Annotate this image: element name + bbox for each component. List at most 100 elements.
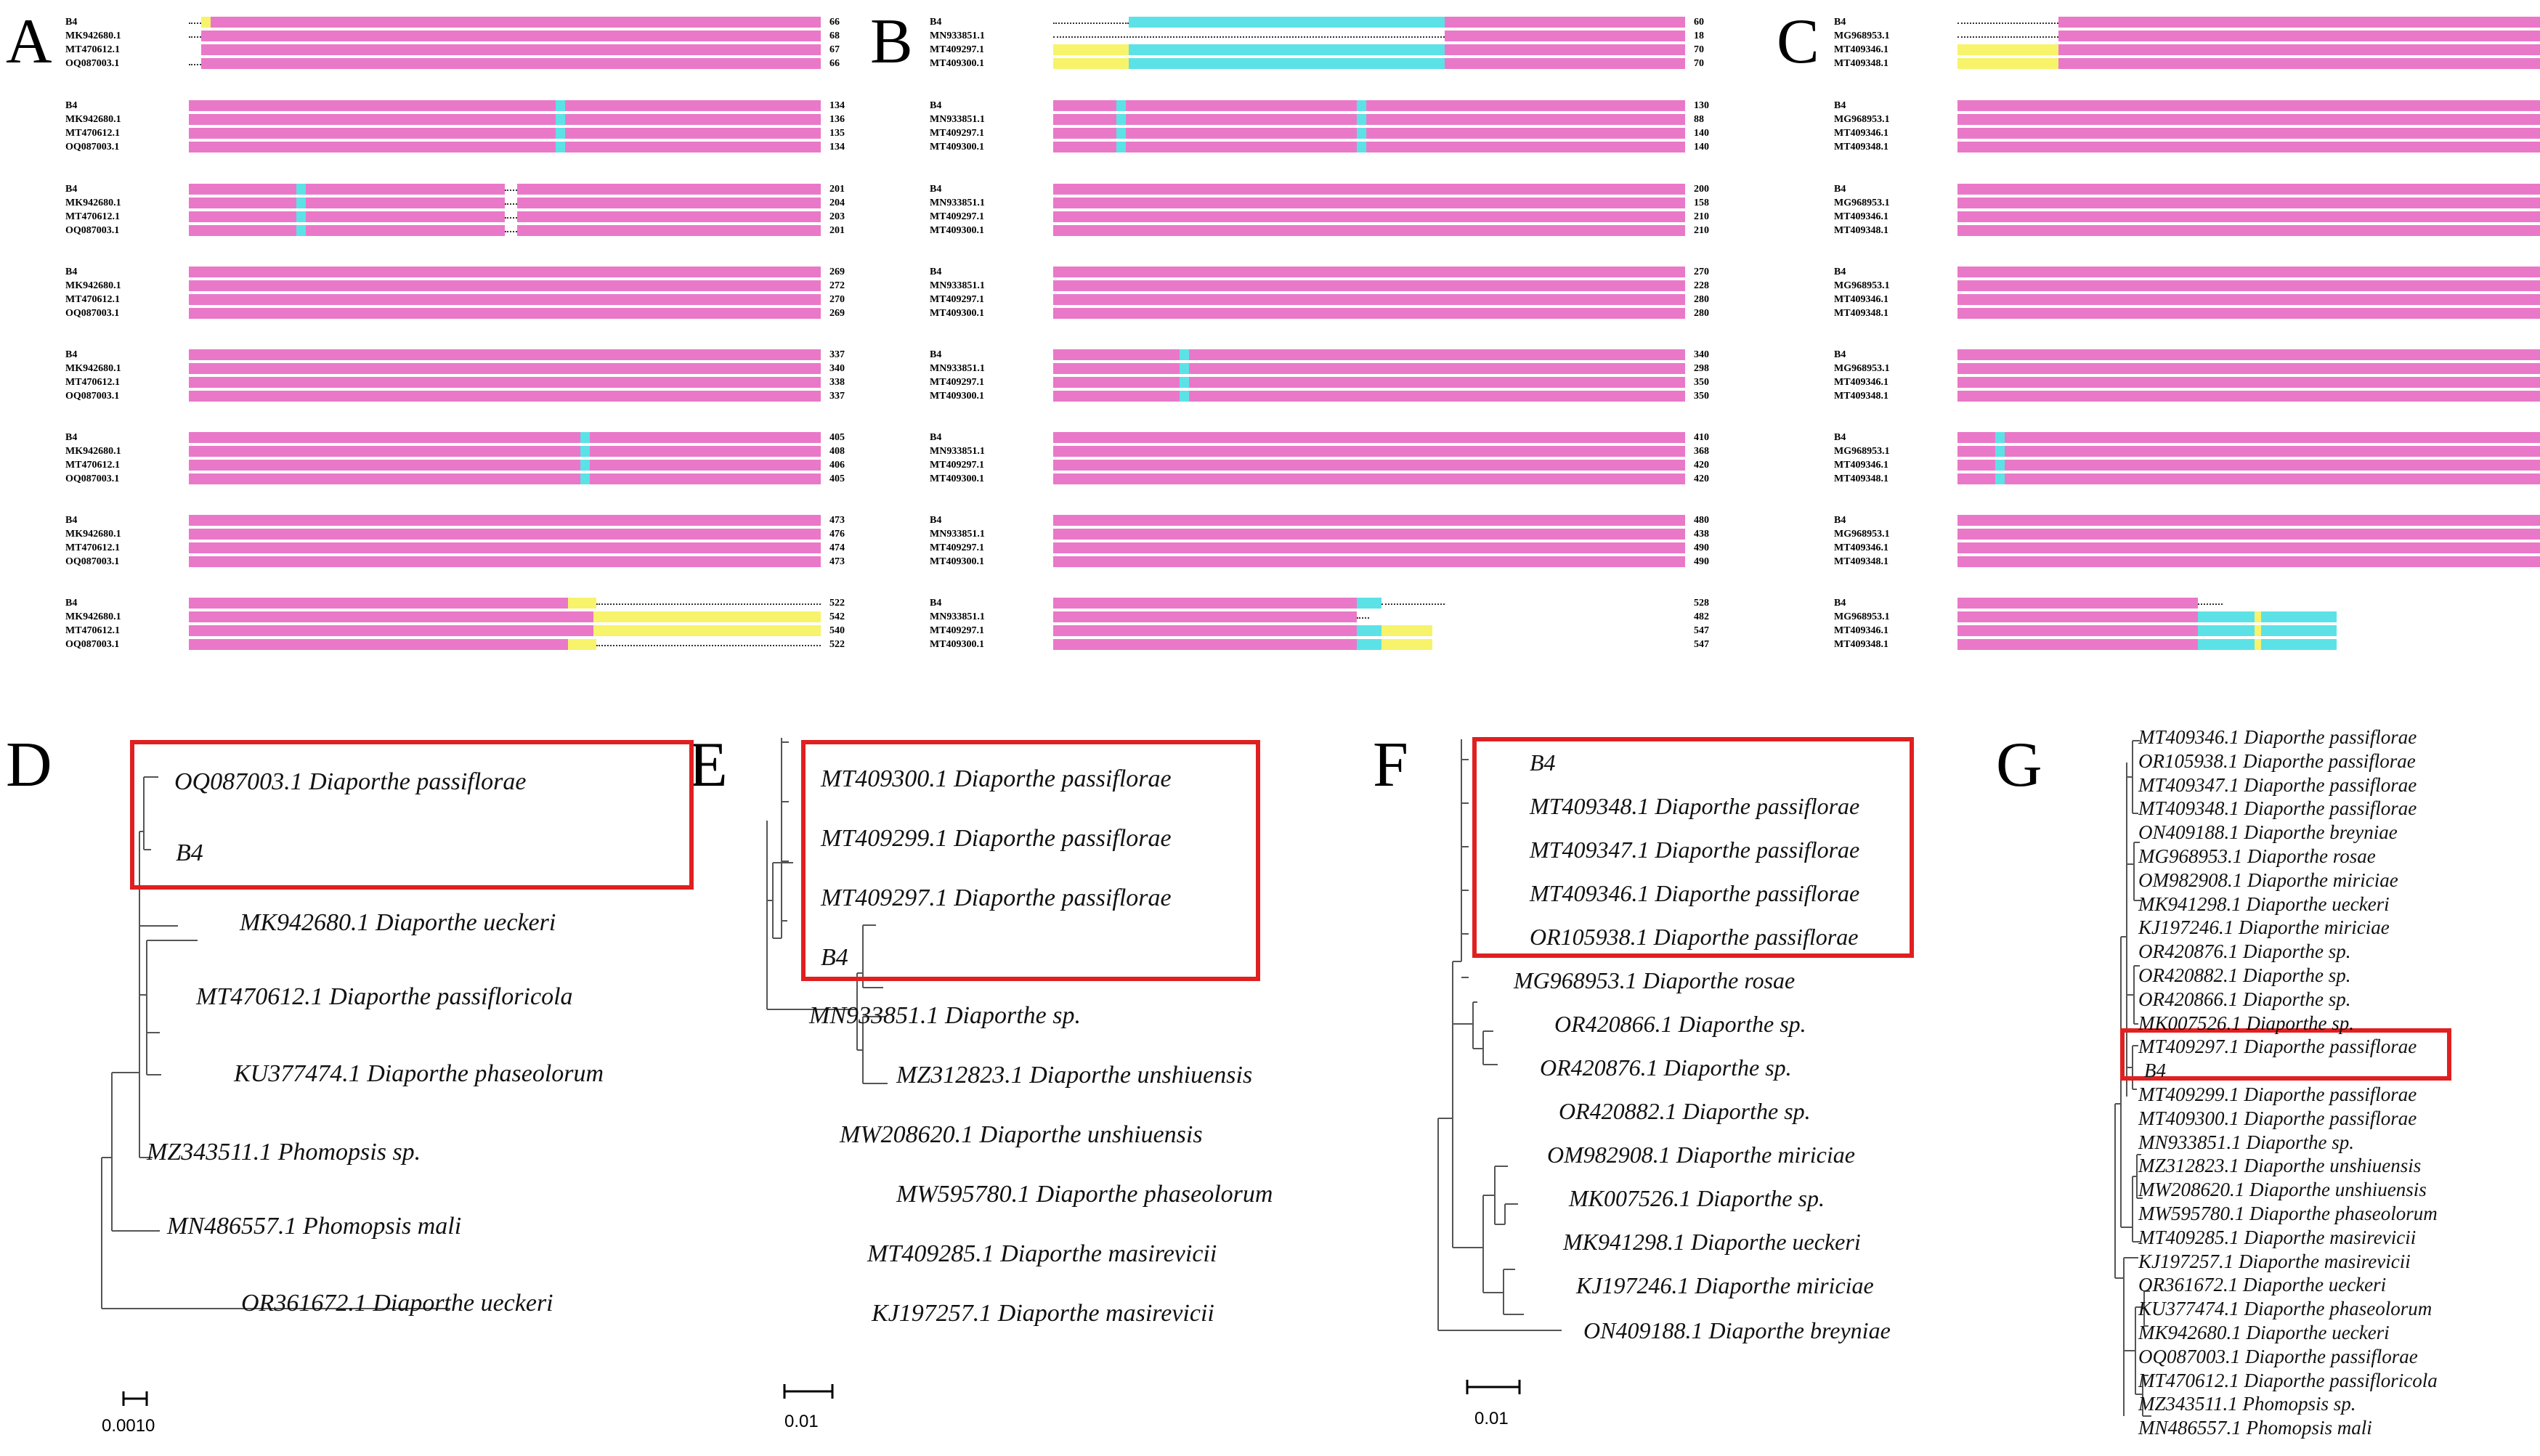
sequence-segment-pink xyxy=(1957,114,2540,125)
sequence-segment-pink xyxy=(1957,556,2540,567)
alignment-block: B4220MG968953.1219MT409346.1230MT409348.… xyxy=(1834,349,2540,424)
tree-g-leaf: OM982908.1 Diaporthe miriciae xyxy=(2138,869,2398,891)
sequence-segment-cyan xyxy=(1356,100,1366,111)
tree-panel-g: MT409346.1 Diaporthe passiflorae OR105938… xyxy=(2092,719,2536,1445)
sequence-position: 337 xyxy=(829,391,845,402)
sequence-segment-pink xyxy=(189,308,821,319)
sequence-track xyxy=(1957,58,2540,69)
sequence-name: MN933851.1 xyxy=(930,529,985,540)
sequence-segment-cyan xyxy=(555,142,565,152)
sequence-segment-pink xyxy=(189,432,581,443)
alignment-block: B4 201 MK942680.1 204 MT470612.1 203 OQ087003.… xyxy=(65,183,857,259)
sequence-name: MT409300.1 xyxy=(930,639,985,650)
alignment-block: B4 340 MN933851.1 298 MT409297.1 350 MT409300.… xyxy=(930,349,1721,424)
sequence-track xyxy=(189,198,821,208)
sequence-track xyxy=(1957,556,2540,567)
sequence-segment-pink xyxy=(2058,30,2540,41)
sequence-track xyxy=(1053,446,1685,457)
sequence-segment-pink xyxy=(189,294,821,305)
sequence-segment-cyan xyxy=(1180,349,1190,360)
alignment-row: B4 201 xyxy=(65,183,857,195)
sequence-position: 66 xyxy=(829,17,840,28)
sequence-segment-pink xyxy=(590,446,821,457)
sequence-track xyxy=(189,598,821,609)
alignment-row: MT409348.1230 xyxy=(1834,390,2540,402)
sequence-name: B4 xyxy=(1834,349,1846,360)
sequence-segment-cyan xyxy=(1116,100,1127,111)
sequence-track xyxy=(1957,17,2540,28)
sequence-name: MG968953.1 xyxy=(1834,363,1890,374)
sequence-segment-pink xyxy=(189,128,556,139)
sequence-segment-dots xyxy=(1381,598,1445,605)
sequence-segment-pink xyxy=(1957,598,2198,609)
sequence-segment-pink xyxy=(1957,280,2540,291)
sequence-name: MT470612.1 xyxy=(65,211,121,222)
sequence-segment-cyan xyxy=(1356,142,1366,152)
sequence-segment-yellow xyxy=(2254,625,2261,636)
sequence-position: 201 xyxy=(829,184,845,195)
alignment-row: OQ087003.1 66 xyxy=(65,57,857,70)
sequence-position: 340 xyxy=(1694,349,1709,360)
sequence-segment-pink xyxy=(211,17,821,28)
sequence-position: 269 xyxy=(829,267,845,277)
tree-f-leaf: OM982908.1 Diaporthe miriciae xyxy=(1547,1142,1855,1168)
sequence-position: 272 xyxy=(829,280,845,291)
tree-d-leaf: OQ087003.1 Diaporthe passiflorae xyxy=(174,768,527,795)
tree-g-leaf: MT409348.1 Diaporthe passiflorae xyxy=(2138,797,2417,820)
sequence-segment-pink xyxy=(2058,58,2540,69)
alignment-panel-c: B436 MG968953.135 MT409346.146MT409348.146… xyxy=(1834,16,2540,691)
sequence-name: MK942680.1 xyxy=(65,198,121,208)
sequence-track xyxy=(1053,184,1685,195)
sequence-segment-pink xyxy=(1957,391,2540,402)
tree-f-leaf: KJ197246.1 Diaporthe miriciae xyxy=(1576,1272,1874,1298)
alignment-row: MT409346.1138 xyxy=(1834,211,2540,223)
tree-d-leaf: MK942680.1 Diaporthe ueckeri xyxy=(240,909,556,936)
sequence-name: MT409300.1 xyxy=(930,556,985,567)
sequence-segment-pink xyxy=(1957,460,1996,471)
sequence-name: B4 xyxy=(930,515,942,526)
sequence-name: B4 xyxy=(930,184,942,195)
sequence-segment-pink xyxy=(1053,349,1180,360)
sequence-name: OQ087003.1 xyxy=(65,58,120,69)
tree-g-leaf: MT409300.1 Diaporthe passiflorae xyxy=(2138,1107,2417,1129)
alignment-row: MT409300.1 350 xyxy=(930,390,1721,402)
sequence-segment-dots xyxy=(189,58,202,65)
sequence-segment-pink xyxy=(1445,17,1685,28)
sequence-segment-pink xyxy=(189,391,821,402)
sequence-name: MT470612.1 xyxy=(65,542,121,553)
sequence-segment-cyan xyxy=(1356,639,1382,650)
sequence-track xyxy=(189,529,821,540)
sequence-segment-pink xyxy=(189,598,568,609)
tree-g-leaf: MG968953.1 Diaporthe rosae xyxy=(2138,845,2376,867)
sequence-track xyxy=(1957,460,2540,471)
sequence-track xyxy=(189,349,821,360)
sequence-segment-cyan xyxy=(1356,114,1366,125)
tree-g-leaf: KJ197246.1 Diaporthe miriciae xyxy=(2138,916,2390,939)
sequence-position: 66 xyxy=(829,58,840,69)
sequence-segment-yellow xyxy=(1381,639,1432,650)
sequence-position: 269 xyxy=(829,308,845,319)
sequence-name: B4 xyxy=(1834,432,1846,443)
alignment-row: MT409297.1 350 xyxy=(930,376,1721,389)
sequence-name: MG968953.1 xyxy=(1834,446,1890,457)
sequence-name: MG968953.1 xyxy=(1834,198,1890,208)
tree-g-leaf: MT409299.1 Diaporthe passiflorae xyxy=(2138,1083,2417,1105)
sequence-track xyxy=(189,446,821,457)
sequence-segment-pink xyxy=(517,198,821,208)
alignment-row: MT409300.1 70 xyxy=(930,57,1721,70)
tree-d-leaf: KU377474.1 Diaporthe phaseolorum xyxy=(234,1060,604,1087)
sequence-segment-dots xyxy=(505,225,518,232)
alignment-row: MK942680.1 340 xyxy=(65,362,857,375)
alignment-block: B4 473 MK942680.1 476 MT470612.1 474 OQ087003.… xyxy=(65,514,857,590)
sequence-segment-pink xyxy=(1957,308,2540,319)
sequence-segment-pink xyxy=(1957,363,2540,374)
sequence-track xyxy=(1053,625,1685,636)
alignment-row: B4 60 xyxy=(930,16,1721,28)
sequence-name: MK942680.1 xyxy=(65,363,121,374)
tree-g-leaf: MK941298.1 Diaporthe ueckeri xyxy=(2138,892,2390,915)
sequence-name: MT409348.1 xyxy=(1834,142,1889,152)
sequence-segment-pink xyxy=(1053,391,1180,402)
sequence-segment-pink xyxy=(1053,625,1357,636)
sequence-segment-cyan xyxy=(1129,58,1445,69)
sequence-segment-dots xyxy=(1053,17,1129,24)
